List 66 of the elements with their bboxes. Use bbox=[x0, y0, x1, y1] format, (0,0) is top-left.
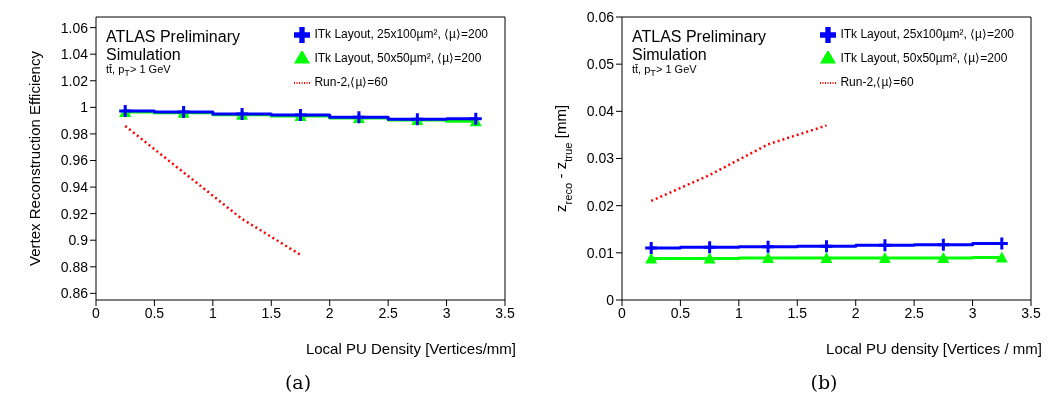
legend-label: Run-2,⟨µ⟩=60 bbox=[314, 75, 388, 89]
annotation: ATLAS Preliminary bbox=[632, 28, 766, 46]
y-tick-label: 1 bbox=[80, 99, 89, 116]
x-axis-title: Local PU Density [Vertices/mm] bbox=[304, 340, 517, 357]
y-axis-title: Vertex Reconstruction Efficiency bbox=[26, 50, 43, 266]
point bbox=[819, 238, 834, 254]
legend-label: ITk Layout, 50x50µm², ⟨µ⟩=200 bbox=[314, 51, 482, 65]
y-tick-label: 0.03 bbox=[586, 150, 615, 167]
y-tick-label: 0.96 bbox=[60, 152, 89, 169]
legend-label: ITk Layout, 50x50µm², ⟨µ⟩=200 bbox=[840, 51, 1008, 65]
x-tick-label: 3.5 bbox=[1021, 304, 1041, 321]
y-tick-label: 0.05 bbox=[586, 56, 615, 73]
x-tick-label: 3 bbox=[968, 304, 977, 321]
y-tick-label: 0.06 bbox=[586, 8, 615, 25]
annotation: Simulation bbox=[106, 45, 182, 64]
x-tick-label: 2.5 bbox=[378, 304, 399, 321]
legend-label: ITk Layout, 25x100µm², ⟨µ⟩=200 bbox=[840, 27, 1014, 41]
annotation: tt̄, p$_{T}$> 1 GeV bbox=[106, 63, 172, 79]
x-tick-label: 3.5 bbox=[495, 304, 515, 321]
x-tick-label: 0 bbox=[92, 304, 101, 321]
x-tick-label: 1.5 bbox=[261, 304, 282, 321]
text: (b) bbox=[809, 371, 839, 393]
y-tick-label: 1.02 bbox=[60, 72, 89, 89]
point bbox=[703, 252, 716, 264]
annotation: tt̄, p$_{T}$> 1 GeV bbox=[632, 63, 698, 79]
x-axis-title: Local PU density [Vertices / mm] bbox=[825, 340, 1043, 357]
x-tick-label: 0.5 bbox=[144, 304, 165, 321]
y-tick-label: 0.86 bbox=[60, 285, 89, 302]
x-tick-label: 2 bbox=[325, 304, 334, 321]
point bbox=[877, 237, 893, 253]
x-tick-label: 1.5 bbox=[787, 304, 808, 321]
y-tick-label: 0.92 bbox=[60, 205, 89, 222]
annotation: Simulation bbox=[632, 45, 708, 64]
legend-label: Run-2,⟨µ⟩=60 bbox=[840, 75, 914, 89]
point bbox=[468, 111, 484, 127]
text: (a) bbox=[283, 371, 313, 393]
point bbox=[820, 252, 833, 264]
annotation: ATLAS Preliminary bbox=[106, 28, 240, 46]
y-tick-label: 0.94 bbox=[60, 179, 89, 196]
line-series bbox=[123, 124, 302, 257]
point bbox=[702, 239, 718, 255]
y-tick-label: 1.04 bbox=[60, 46, 89, 63]
x-tick-label: 3 bbox=[442, 304, 451, 321]
y-tick-label: 0.88 bbox=[60, 258, 89, 275]
x-tick-label: 0.5 bbox=[670, 304, 691, 321]
x-tick-label: 1 bbox=[734, 304, 743, 321]
line-series bbox=[649, 124, 828, 203]
point bbox=[762, 252, 775, 264]
y-tick-label: 1.06 bbox=[60, 19, 89, 36]
y-tick-label: 0 bbox=[606, 291, 615, 308]
y-tick-label: 0.9 bbox=[68, 232, 89, 249]
y-tick-label: 0.02 bbox=[586, 197, 615, 214]
legend-label: ITk Layout, 25x100µm², ⟨µ⟩=200 bbox=[314, 27, 488, 41]
point bbox=[643, 240, 659, 256]
point bbox=[935, 237, 951, 253]
point bbox=[995, 251, 1008, 263]
y-tick-label: 0.04 bbox=[586, 103, 615, 120]
y-tick-label: 0.01 bbox=[586, 244, 615, 261]
x-tick-label: 0 bbox=[618, 304, 627, 321]
x-tick-label: 2.5 bbox=[904, 304, 925, 321]
y-tick-label: 0.98 bbox=[60, 125, 89, 142]
x-tick-label: 2 bbox=[851, 304, 860, 321]
x-tick-label: 1 bbox=[208, 304, 217, 321]
point bbox=[937, 252, 950, 264]
point bbox=[760, 239, 776, 255]
point bbox=[878, 252, 891, 264]
